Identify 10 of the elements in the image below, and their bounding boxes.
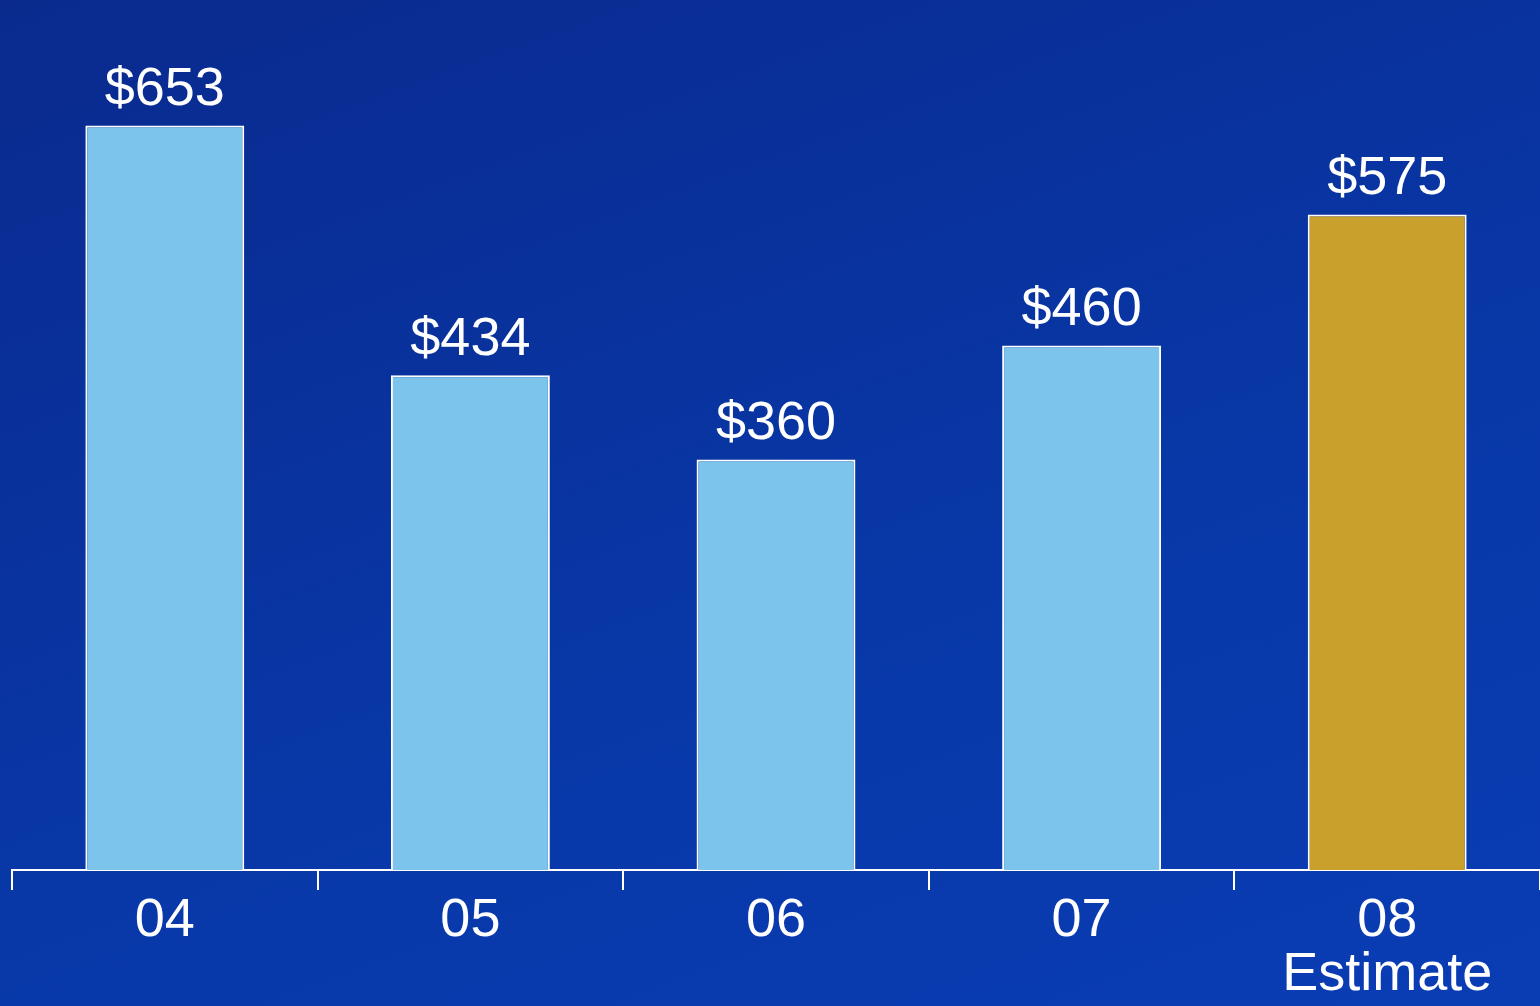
data-label: $653 <box>104 56 225 117</box>
x-tick-label: 06 <box>745 886 807 947</box>
x-tick-label: 05 <box>440 886 501 947</box>
data-label: $360 <box>715 390 837 451</box>
data-label: $434 <box>410 306 531 367</box>
x-tick-label: 08 Estimate <box>1282 886 1493 1001</box>
data-label: $575 <box>1327 145 1448 206</box>
x-tick-label: 07 <box>1051 886 1112 947</box>
x-tick-label: 04 <box>134 886 195 947</box>
data-label: $460 <box>1021 276 1142 337</box>
